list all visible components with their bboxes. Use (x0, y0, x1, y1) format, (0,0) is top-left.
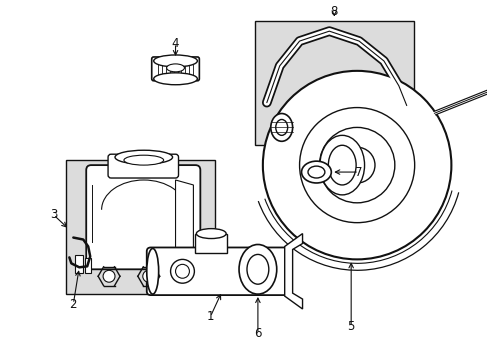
Text: 7: 7 (355, 166, 362, 179)
Circle shape (103, 270, 115, 282)
Polygon shape (175, 180, 193, 264)
Text: 5: 5 (347, 320, 354, 333)
Ellipse shape (196, 229, 225, 239)
Text: 8: 8 (330, 5, 337, 18)
FancyBboxPatch shape (151, 57, 199, 81)
Ellipse shape (166, 64, 184, 72)
Text: 4: 4 (171, 37, 179, 50)
Ellipse shape (246, 255, 268, 284)
Bar (85, 258, 91, 273)
Ellipse shape (146, 248, 158, 294)
Ellipse shape (123, 155, 163, 165)
Ellipse shape (153, 73, 197, 85)
Ellipse shape (275, 120, 287, 135)
Bar (66, 160, 215, 294)
Text: 3: 3 (50, 208, 57, 221)
Circle shape (263, 71, 450, 260)
Circle shape (170, 260, 194, 283)
FancyBboxPatch shape (108, 154, 178, 178)
Bar (75, 255, 83, 273)
Ellipse shape (153, 55, 197, 67)
Text: 2: 2 (69, 297, 77, 311)
Ellipse shape (327, 145, 355, 185)
Ellipse shape (301, 161, 331, 183)
Bar (254, 21, 413, 145)
Text: 6: 6 (254, 327, 261, 340)
FancyBboxPatch shape (86, 165, 200, 269)
Text: 1: 1 (206, 310, 214, 323)
Circle shape (175, 264, 189, 278)
Ellipse shape (115, 150, 172, 164)
Ellipse shape (239, 244, 276, 294)
Circle shape (142, 270, 154, 282)
Circle shape (339, 147, 374, 183)
FancyBboxPatch shape (146, 247, 288, 295)
Bar (195, 234, 226, 253)
Circle shape (319, 127, 394, 203)
Circle shape (299, 108, 414, 223)
Ellipse shape (319, 135, 364, 195)
Polygon shape (284, 234, 302, 309)
Ellipse shape (270, 113, 292, 141)
Ellipse shape (307, 166, 324, 178)
